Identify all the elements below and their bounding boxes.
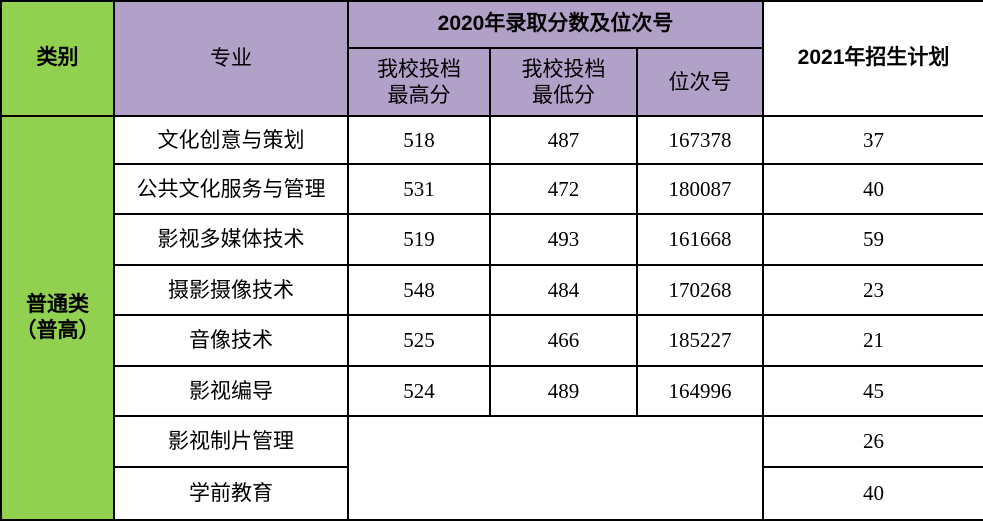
table-row: 普通类 （普高） 文化创意与策划 518 487 167378 37 <box>0 115 983 521</box>
table-row: 学前教育 40 <box>1 466 983 521</box>
major-cell: 影视多媒体技术 <box>113 213 349 266</box>
table-row: 公共文化服务与管理 531 472 180087 40 <box>1 163 983 215</box>
major-cell: 摄影摄像技术 <box>113 264 349 316</box>
max-score-cell: 524 <box>347 365 491 417</box>
min-score-cell: 489 <box>489 365 638 417</box>
header-plan-2021: 2021年招生计划 <box>762 0 983 117</box>
header-2020-group: 2020年录取分数及位次号 <box>346 0 765 49</box>
major-cell: 影视制片管理 <box>113 415 349 468</box>
rank-cell: 185227 <box>635 314 765 367</box>
rank-cell: 180087 <box>635 163 765 215</box>
min-score-cell: 472 <box>489 163 638 215</box>
table-row: 影视编导 524 489 164996 45 <box>1 365 983 417</box>
plan-cell: 21 <box>762 314 983 367</box>
header-max-score: 我校投档 最高分 <box>347 47 491 117</box>
table-row: 影视制片管理 26 <box>1 415 983 521</box>
plan-cell: 26 <box>762 415 983 468</box>
rank-cell: 161668 <box>635 213 765 266</box>
major-cell: 学前教育 <box>113 466 349 521</box>
major-cell: 影视编导 <box>113 365 349 417</box>
plan-cell: 45 <box>762 365 983 417</box>
header-rank: 位次号 <box>635 47 765 117</box>
major-cell: 音像技术 <box>113 314 349 367</box>
plan-cell: 37 <box>762 115 983 165</box>
plan-cell: 40 <box>762 163 983 215</box>
table-row: 摄影摄像技术 548 484 170268 23 <box>1 264 983 316</box>
rank-cell: 167378 <box>635 115 765 165</box>
min-score-cell: 487 <box>489 115 638 165</box>
rank-cell: 170268 <box>635 264 765 316</box>
plan-cell: 59 <box>762 213 983 266</box>
table-row: 影视多媒体技术 519 493 161668 59 <box>1 213 983 266</box>
rank-cell: 164996 <box>635 365 765 417</box>
empty-merged-cell <box>346 415 765 521</box>
header-major: 专业 <box>113 0 349 117</box>
major-cell: 文化创意与策划 <box>113 115 349 165</box>
table-row: 音像技术 525 466 185227 21 <box>1 314 983 367</box>
plan-cell: 23 <box>762 264 983 316</box>
max-score-cell: 519 <box>347 213 491 266</box>
max-score-cell: 548 <box>347 264 491 316</box>
min-score-cell: 493 <box>489 213 638 266</box>
header-category: 类别 <box>0 0 115 117</box>
max-score-cell: 531 <box>347 163 491 215</box>
header-min-score: 我校投档 最低分 <box>489 47 638 117</box>
max-score-cell: 518 <box>347 115 491 165</box>
min-score-cell: 484 <box>489 264 638 316</box>
plan-cell: 40 <box>762 466 983 521</box>
category-cell: 普通类 （普高） <box>0 115 115 521</box>
major-cell: 公共文化服务与管理 <box>113 163 349 215</box>
min-score-cell: 466 <box>489 314 638 367</box>
max-score-cell: 525 <box>347 314 491 367</box>
